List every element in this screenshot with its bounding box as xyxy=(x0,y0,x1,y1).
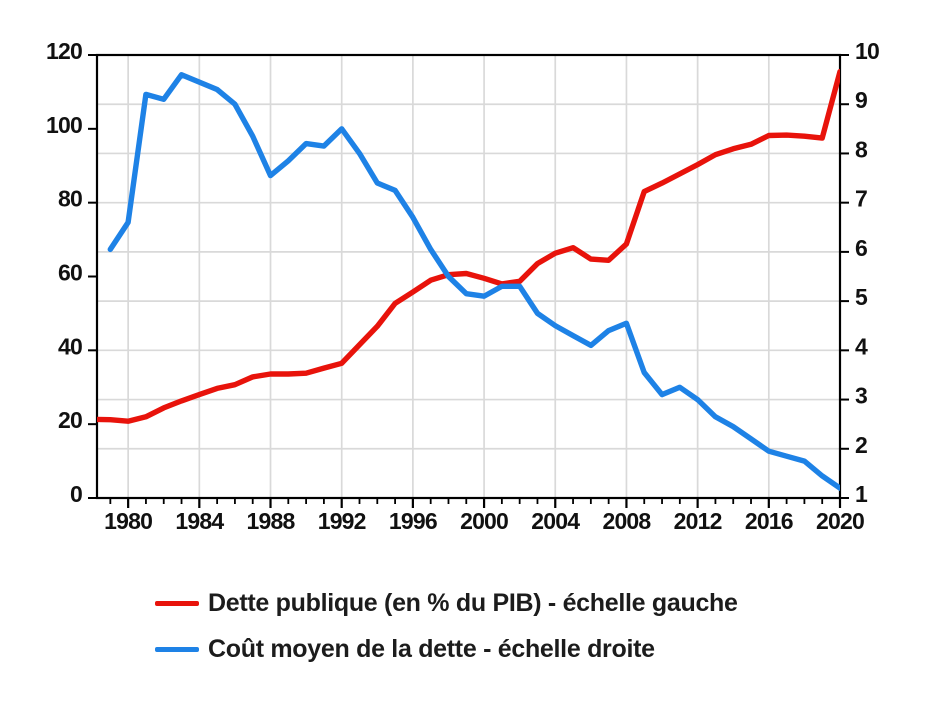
y-right-tick-label: 2 xyxy=(855,432,867,458)
y-right-tick-label: 8 xyxy=(855,136,868,162)
legend-label-dette-publique: Dette publique (en % du PIB) - échelle g… xyxy=(208,588,738,617)
series-line-dette-publique xyxy=(97,68,840,424)
y-left-tick-label: 60 xyxy=(58,260,82,286)
legend-label-cout-moyen: Coût moyen de la dette - échelle droite xyxy=(208,634,655,663)
y-right-tick-label: 1 xyxy=(855,481,868,507)
y-right-tick-label: 3 xyxy=(855,383,867,409)
y-left-tick-label: 120 xyxy=(46,38,82,64)
legend-swatch-dette-publique-icon xyxy=(155,600,199,606)
legend-swatch-cout-moyen-icon xyxy=(155,646,199,652)
y-left-tick-label: 20 xyxy=(58,407,82,433)
y-right-tick-label: 7 xyxy=(855,186,867,212)
y-left-tick-label: 40 xyxy=(58,333,82,359)
y-right-tick-label: 10 xyxy=(855,38,879,64)
y-right-tick-label: 5 xyxy=(855,284,868,310)
x-tick-label: 2020 xyxy=(816,508,864,534)
y-right-tick-label: 6 xyxy=(855,235,867,261)
x-tick-label: 2008 xyxy=(602,508,651,534)
legend-item-cout-moyen: Coût moyen de la dette - échelle droite xyxy=(155,626,738,672)
x-tick-label: 1984 xyxy=(175,508,224,534)
x-tick-label: 1992 xyxy=(318,508,366,534)
series-line-cout-moyen xyxy=(107,71,840,491)
x-tick-label: 2004 xyxy=(531,508,580,534)
y-right-tick-label: 9 xyxy=(855,87,867,113)
x-tick-label: 1988 xyxy=(247,508,296,534)
x-tick-label: 2016 xyxy=(745,508,793,534)
x-tick-label: 1996 xyxy=(389,508,437,534)
y-left-tick-label: 100 xyxy=(46,112,82,138)
x-tick-label: 2000 xyxy=(460,508,508,534)
y-left-tick-label: 0 xyxy=(70,481,82,507)
y-right-tick-label: 4 xyxy=(855,333,868,359)
x-tick-label: 2012 xyxy=(674,508,722,534)
y-left-tick-label: 80 xyxy=(58,186,82,212)
legend-item-dette-publique: Dette publique (en % du PIB) - échelle g… xyxy=(155,580,738,626)
legend: Dette publique (en % du PIB) - échelle g… xyxy=(155,580,738,672)
x-tick-label: 1980 xyxy=(104,508,152,534)
